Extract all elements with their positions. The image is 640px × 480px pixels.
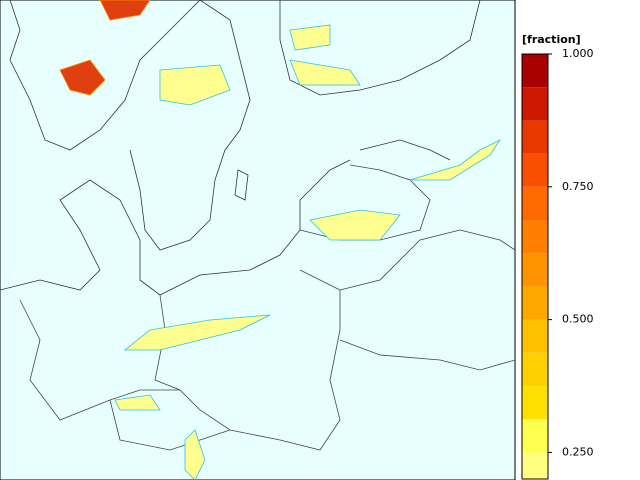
coastline-norway: [9, 0, 201, 151]
colorbar-bin: [522, 452, 548, 479]
colorbar-bin: [522, 87, 548, 121]
field-patch: [409, 138, 502, 181]
land-outlines: [0, 0, 516, 451]
coastline-gotland: [234, 169, 249, 201]
coastline-baltic-south: [0, 159, 351, 296]
field-patch: [309, 209, 401, 241]
colorbar-bin: [522, 54, 548, 88]
colorbar-frame: [521, 53, 549, 480]
colorbar-bin: [522, 386, 548, 420]
field-patch: [99, 0, 151, 21]
colorbar-tick-label: 1.000: [562, 47, 594, 60]
colorbar-bin: [522, 186, 548, 221]
colorbar-tick-label: 0.250: [562, 445, 594, 458]
colorbar-tick-label: 0.750: [562, 180, 594, 193]
field-patch: [289, 24, 331, 51]
border-belarus: [339, 229, 516, 371]
border-poland: [154, 269, 341, 451]
field-patch: [184, 429, 206, 480]
colorbar-bin: [522, 153, 548, 187]
border-czech: [109, 389, 231, 451]
field-patch: [114, 394, 161, 411]
field-patch: [123, 314, 271, 351]
colorbar-bin: [522, 319, 548, 353]
colorbar-bin: [522, 419, 548, 453]
coastline-finland: [279, 0, 481, 96]
colorbar-bin: [522, 220, 548, 254]
colorbar-tick-label: 0.500: [562, 313, 594, 326]
colorbar-bin: [522, 120, 548, 154]
field-patch: [159, 64, 231, 106]
colorbar: [fraction] 1.000 0.750 0.500 0.250: [521, 33, 594, 480]
field-patch: [289, 59, 361, 86]
border-germany: [19, 299, 111, 421]
field-patch: [59, 59, 106, 96]
coastline-sweden: [129, 0, 251, 251]
colorbar-bin: [522, 352, 548, 387]
colorbar-label: [fraction]: [522, 33, 581, 46]
coastline-estonia: [359, 139, 451, 161]
fraction-field: [59, 0, 502, 480]
colorbar-bin: [522, 253, 548, 287]
colorbar-bin: [522, 286, 548, 320]
